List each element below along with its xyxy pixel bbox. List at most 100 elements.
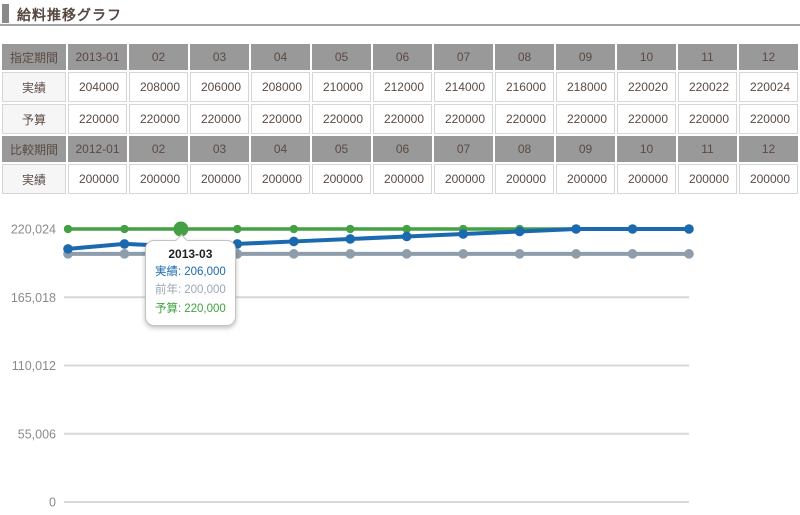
row-label: 実績 [2, 72, 66, 102]
salary-table-body: 指定期間 2013-01 02 03 04 05 06 07 08 09 10 11 12 実績 20400… [2, 44, 798, 194]
value-cell: 220000 [312, 104, 371, 134]
period-cell: 05 [312, 44, 371, 70]
row-label: 実績 [2, 164, 66, 194]
period-cell: 07 [434, 44, 493, 70]
y-axis-label: 110,012 [12, 359, 56, 373]
data-point[interactable] [63, 224, 73, 234]
data-point[interactable] [120, 224, 129, 234]
data-point[interactable] [458, 249, 468, 259]
value-cell: 220000 [678, 104, 737, 134]
value-cell: 208000 [129, 72, 188, 102]
data-point[interactable] [571, 224, 581, 234]
value-cell: 200000 [739, 164, 798, 194]
period-cell: 09 [556, 136, 615, 162]
data-point[interactable] [289, 236, 299, 247]
period-cell: 04 [251, 44, 310, 70]
data-point[interactable] [401, 249, 412, 259]
value-cell: 204000 [68, 72, 127, 102]
value-cell: 200000 [556, 164, 615, 194]
row-label: 指定期間 [2, 44, 66, 70]
data-point[interactable] [345, 249, 356, 259]
value-cell: 200000 [68, 164, 127, 194]
tooltip-row: 前年: 200,000 [155, 284, 226, 297]
period-cell: 02 [129, 136, 188, 162]
table-row: 予算 220000 220000 220000 220000 220000 220000 22… [2, 104, 798, 134]
value-cell: 212000 [373, 72, 432, 102]
data-point[interactable] [119, 249, 130, 259]
period-cell: 04 [251, 136, 310, 162]
value-cell: 200000 [373, 164, 432, 194]
value-cell: 200000 [312, 164, 371, 194]
data-point[interactable] [345, 234, 356, 244]
tooltip-rows: 実績: 206,000 前年: 200,000 予算: 220,000 [155, 263, 226, 318]
data-point[interactable] [514, 226, 525, 237]
data-point[interactable] [233, 224, 242, 234]
data-point[interactable] [289, 224, 299, 234]
data-point[interactable] [684, 249, 694, 259]
period-cell: 03 [190, 136, 249, 162]
value-cell: 210000 [312, 72, 371, 102]
period-cell: 08 [495, 44, 554, 70]
value-cell: 220000 [129, 104, 188, 134]
data-point[interactable] [627, 224, 638, 234]
period-cell: 2013-01 [68, 44, 127, 70]
value-cell: 200000 [617, 164, 676, 194]
title-accent-bar [2, 4, 9, 23]
period-cell: 10 [617, 136, 676, 162]
data-point[interactable] [514, 249, 525, 259]
period-cell: 02 [129, 44, 188, 70]
value-cell: 200000 [129, 164, 188, 194]
value-cell: 200000 [678, 164, 737, 194]
y-axis-label: 165,018 [11, 291, 56, 305]
page-header: 給料推移グラフ [0, 0, 800, 26]
data-point[interactable] [571, 249, 581, 259]
value-cell: 214000 [434, 72, 493, 102]
data-point[interactable] [401, 231, 412, 242]
salary-table: 指定期間 2013-01 02 03 04 05 06 07 08 09 10 11 12 実績 20400… [0, 42, 800, 196]
data-point[interactable] [63, 244, 73, 254]
y-axis-label: 0 [49, 496, 56, 510]
value-cell: 208000 [251, 72, 310, 102]
row-label: 比較期間 [2, 136, 66, 162]
data-point[interactable] [458, 229, 468, 239]
value-cell: 220020 [617, 72, 676, 102]
value-cell: 220000 [251, 104, 310, 134]
value-cell: 200000 [495, 164, 554, 194]
value-cell: 220022 [678, 72, 737, 102]
period-cell: 12 [739, 44, 798, 70]
tooltip-row: 実績: 206,000 [155, 266, 226, 278]
value-cell: 220000 [68, 104, 127, 134]
table-row: 実績 200000 200000 200000 200000 200000 200000 20… [2, 164, 798, 194]
value-cell: 220000 [739, 104, 798, 134]
data-point[interactable] [289, 249, 299, 259]
data-point[interactable] [627, 249, 638, 259]
table-row: 比較期間 2012-01 02 03 04 05 06 07 08 09 10 11 12 [2, 136, 798, 162]
period-cell: 05 [312, 136, 371, 162]
period-cell: 09 [556, 44, 615, 70]
chart-tooltip: 2013-03 実績: 206,000 前年: 200,000 予算: 220,000 [145, 234, 236, 327]
table-row: 指定期間 2013-01 02 03 04 05 06 07 08 09 10 11 12 [2, 44, 798, 70]
page-title: 給料推移グラフ [17, 7, 122, 23]
data-point[interactable] [119, 239, 130, 249]
period-cell: 06 [373, 44, 432, 70]
data-point[interactable] [684, 224, 694, 234]
data-point[interactable] [402, 224, 411, 234]
value-cell: 218000 [556, 72, 615, 102]
highlighted-data-point[interactable] [173, 221, 189, 237]
period-cell: 10 [617, 44, 676, 70]
data-point[interactable] [346, 224, 355, 234]
period-cell: 2012-01 [68, 136, 127, 162]
value-cell: 200000 [251, 164, 310, 194]
value-cell: 220000 [556, 104, 615, 134]
value-cell: 206000 [190, 72, 249, 102]
value-cell: 220000 [373, 104, 432, 134]
y-axis-label: 220,024 [11, 223, 56, 237]
value-cell: 220000 [434, 104, 493, 134]
value-cell: 220024 [739, 72, 798, 102]
y-axis-label: 55,006 [18, 427, 56, 441]
value-cell: 200000 [190, 164, 249, 194]
period-cell: 06 [373, 136, 432, 162]
period-cell: 11 [678, 136, 737, 162]
row-label: 予算 [2, 104, 66, 134]
